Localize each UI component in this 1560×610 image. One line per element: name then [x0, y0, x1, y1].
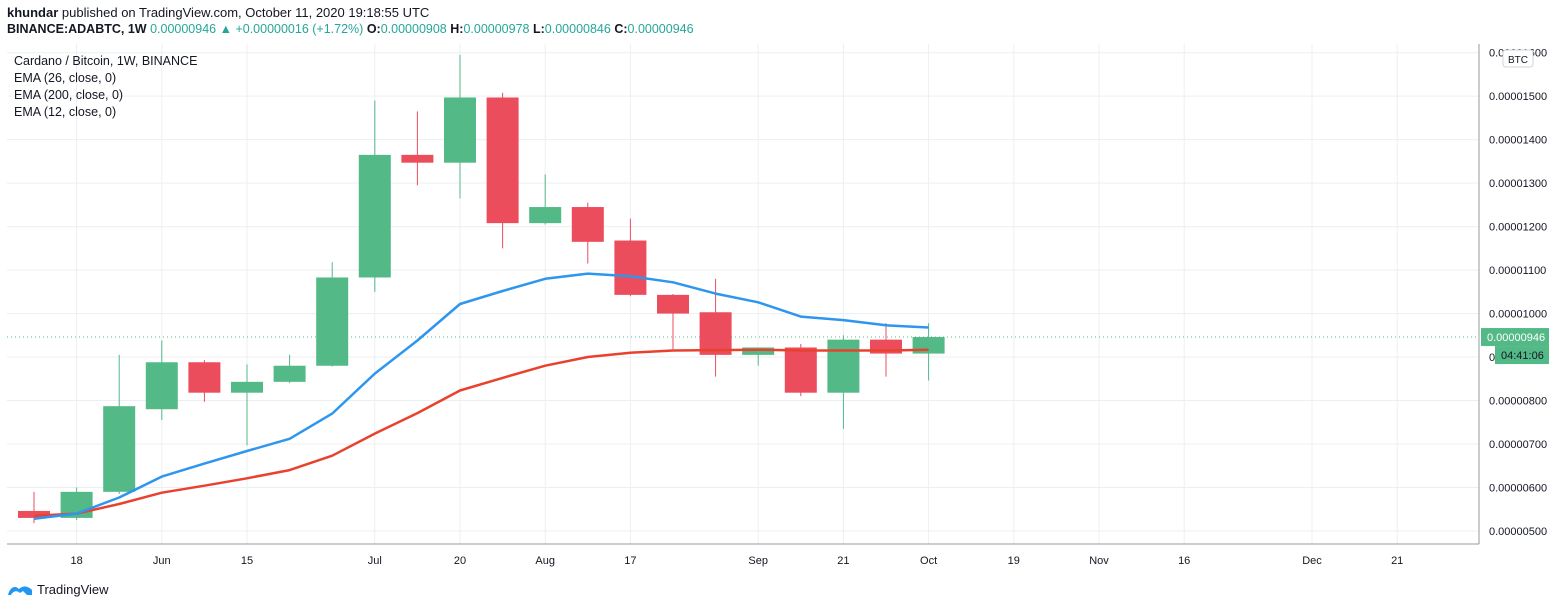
candle-down[interactable]	[784, 347, 817, 393]
tradingview-logo-icon	[8, 586, 32, 595]
chart-area[interactable]: 0.00000500 0.00000600 0.00000700 0.00000800…	[7, 44, 1554, 574]
countdown-tag	[1495, 346, 1549, 365]
y-tick-label: 0.00000700	[1489, 439, 1547, 451]
last-price-tag	[1481, 328, 1549, 347]
candle-down[interactable]	[571, 207, 604, 242]
x-tick-label: Oct	[920, 555, 937, 567]
y-tick-label: 0.00000500	[1489, 526, 1547, 538]
currency-badge-label: BTC	[1508, 55, 1528, 66]
close-label: C:	[614, 22, 628, 36]
y-tick-label: 0.00001200	[1489, 222, 1547, 234]
candle-down[interactable]	[614, 240, 647, 295]
x-tick-label: Nov	[1089, 555, 1109, 567]
ema-26-line	[33, 272, 929, 521]
candle-up[interactable]	[444, 97, 476, 163]
candle-up[interactable]	[827, 339, 860, 393]
x-tick-label: Dec	[1302, 555, 1322, 567]
x-tick-label: Sep	[748, 555, 768, 567]
legend-title: Cardano / Bitcoin, 1W, BINANCE	[14, 54, 198, 68]
x-tick-label: 21	[837, 555, 849, 567]
candle-down[interactable]	[657, 294, 689, 314]
x-tick-label: 19	[1008, 555, 1020, 567]
x-tick-label: 21	[1391, 555, 1403, 567]
change-value: +0.00000016 (+1.72%)	[235, 22, 364, 36]
x-tick-label: Jun	[153, 555, 171, 567]
x-tick-label: 17	[624, 555, 636, 567]
candle-down[interactable]	[401, 154, 434, 163]
publish-text: published on TradingView.com, October 11…	[61, 5, 430, 20]
footer-brand[interactable]: TradingView	[7, 582, 109, 597]
ticker-line: BINANCE:ADABTC, 1W 0.00000946 ▲ +0.00000…	[7, 22, 694, 36]
y-tick-label: 0.00000800	[1489, 396, 1547, 408]
candle-down[interactable]	[699, 312, 732, 355]
change-arrow-icon: ▲	[219, 22, 232, 36]
candle-up[interactable]	[529, 207, 562, 224]
candle-up[interactable]	[145, 362, 178, 410]
candle-down[interactable]	[188, 362, 221, 393]
high-value: 0.00000978	[463, 22, 530, 36]
symbol-label: BINANCE:ADABTC, 1W	[7, 22, 147, 36]
publish-info: khundar published on TradingView.com, Oc…	[7, 5, 429, 20]
candle-up[interactable]	[358, 154, 391, 278]
y-tick-label: 0.00001500	[1489, 91, 1547, 103]
last-price-tag-label: 0.00000946	[1487, 332, 1545, 344]
legend-ema-26[interactable]: EMA (26, close, 0)	[14, 71, 117, 85]
low-value: 0.00000846	[544, 22, 611, 36]
y-tick-label: 0.00001400	[1489, 135, 1547, 147]
chart-legend: Cardano / Bitcoin, 1W, BINANCE EMA (26, …	[14, 53, 197, 121]
candle-down[interactable]	[486, 97, 519, 224]
x-tick-label: Jul	[368, 555, 382, 567]
x-tick-label: 20	[454, 555, 466, 567]
open-label: O:	[366, 22, 381, 36]
open-value: 0.00000908	[380, 22, 447, 36]
countdown-tag-label: 04:41:06	[1501, 350, 1544, 362]
author-name[interactable]: khundar	[7, 5, 59, 20]
y-tick-label: 0.00001300	[1489, 178, 1547, 190]
x-tick-label: Aug	[535, 555, 555, 567]
x-tick-label: 16	[1178, 555, 1190, 567]
last-price: 0.00000946	[150, 22, 217, 36]
legend-ema-12[interactable]: EMA (12, close, 0)	[14, 105, 117, 119]
candle-up[interactable]	[231, 381, 263, 393]
y-tick-label: 0.00001000	[1489, 309, 1547, 321]
close-value: 0.00000946	[627, 22, 694, 36]
x-tick-label: 18	[70, 555, 82, 567]
y-tick-label: 0.00000600	[1489, 482, 1547, 494]
legend-ema-200[interactable]: EMA (200, close, 0)	[14, 88, 124, 102]
footer-brand-label: TradingView	[37, 582, 109, 597]
low-label: L:	[532, 22, 545, 36]
candle-up[interactable]	[273, 365, 306, 382]
x-tick-label: 15	[241, 555, 253, 567]
currency-badge[interactable]	[1502, 49, 1534, 68]
high-label: H:	[450, 22, 464, 36]
y-tick-label: 0.00001100	[1489, 265, 1546, 277]
candle-down[interactable]	[18, 510, 50, 518]
candle-up[interactable]	[103, 406, 136, 492]
candle-up[interactable]	[742, 347, 775, 355]
ema-200-line	[33, 348, 929, 517]
candlestick-chart[interactable]: 0.00000500 0.00000600 0.00000700 0.00000800…	[7, 44, 1554, 574]
candle-up[interactable]	[316, 277, 349, 366]
